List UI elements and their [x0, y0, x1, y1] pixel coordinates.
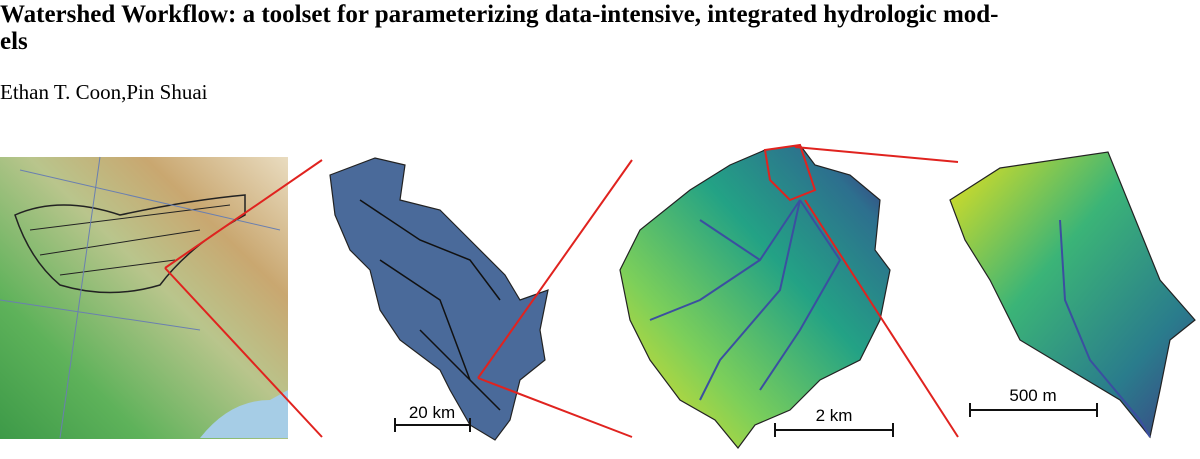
- title-line: els: [0, 28, 28, 55]
- scale-bar: [394, 418, 471, 432]
- river-network: [359, 199, 501, 411]
- streams: [649, 199, 842, 401]
- scale-label: 2 km: [816, 406, 853, 425]
- zoom-line: [794, 146, 959, 438]
- mesh: [949, 151, 1196, 439]
- stream: [1059, 219, 1151, 438]
- scale-bar: [774, 423, 894, 437]
- zoom-line: [477, 159, 633, 438]
- zoom-box: [763, 143, 817, 202]
- scale-label: 20 km: [409, 403, 455, 422]
- scale-bar: [969, 403, 1098, 417]
- title-line: Watershed Workflow: a toolset for parame…: [0, 1, 999, 28]
- authors: Ethan T. Coon,Pin Shuai: [0, 80, 208, 104]
- subcatchment: [619, 144, 891, 449]
- regional-map: [0, 156, 288, 439]
- scale-label: 500 m: [1009, 386, 1056, 405]
- zoom-line: [164, 159, 323, 438]
